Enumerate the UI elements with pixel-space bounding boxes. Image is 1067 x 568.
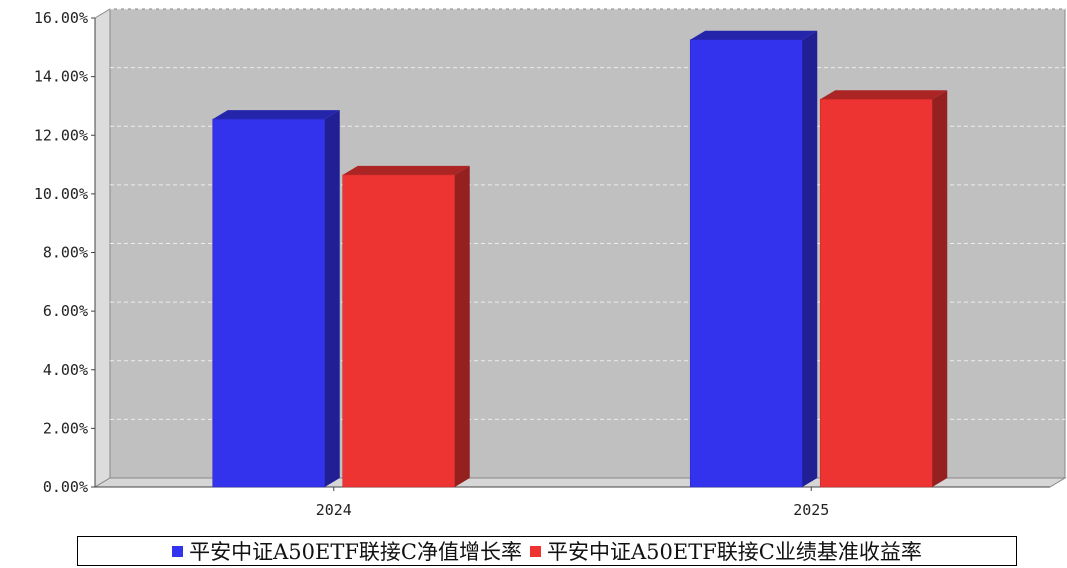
bar-front	[689, 39, 803, 488]
chart: 0.00% 2.00% 4.00% 6.00% 8.00% 10.00% 12.00% 14.…	[34, 8, 1067, 519]
bar	[342, 165, 470, 488]
bar-top	[342, 165, 470, 175]
y-tick-label: 2.00%	[43, 419, 88, 437]
y-tick-label: 16.00%	[34, 9, 88, 27]
bar-side	[932, 90, 948, 488]
legend-item-nav-growth: 平安中证A50ETF联接C净值增长率	[172, 536, 522, 566]
legend: 平安中证A50ETF联接C净值增长率 平安中证A50ETF联接C业绩基准收益率	[77, 536, 1017, 566]
y-tick-label: 14.00%	[34, 68, 88, 86]
bar-top	[212, 110, 340, 120]
gridlines	[110, 8, 1065, 420]
legend-swatch-red	[530, 545, 541, 557]
bar-front	[212, 118, 326, 488]
side-wall	[94, 8, 111, 488]
bars	[212, 30, 948, 488]
bar-front	[342, 174, 456, 488]
bar-side	[324, 110, 340, 488]
y-tick-label: 12.00%	[34, 126, 88, 144]
bar-top	[820, 90, 948, 100]
bar	[212, 110, 340, 488]
x-axis: 2024 2025	[95, 486, 1050, 519]
y-tick-label: 4.00%	[43, 361, 88, 379]
bar-side	[454, 165, 470, 487]
y-tick-label: 10.00%	[34, 185, 88, 203]
legend-item-benchmark: 平安中证A50ETF联接C业绩基准收益率	[530, 536, 922, 566]
bar	[819, 90, 948, 488]
bar	[689, 30, 818, 488]
y-tick-label: 8.00%	[43, 244, 88, 262]
legend-label: 平安中证A50ETF联接C业绩基准收益率	[547, 540, 922, 564]
legend-label: 平安中证A50ETF联接C净值增长率	[189, 540, 522, 564]
bar-top	[690, 30, 818, 40]
legend-swatch-blue	[172, 545, 184, 557]
y-axis: 0.00% 2.00% 4.00% 6.00% 8.00% 10.00% 12.00% 14.…	[34, 9, 96, 496]
y-tick-label: 6.00%	[43, 302, 88, 320]
x-tick-label: 2024	[316, 501, 352, 519]
bar-front	[819, 98, 933, 488]
y-tick-label: 0.00%	[43, 478, 88, 496]
bar-side	[802, 30, 818, 487]
x-tick-label: 2025	[793, 501, 829, 519]
